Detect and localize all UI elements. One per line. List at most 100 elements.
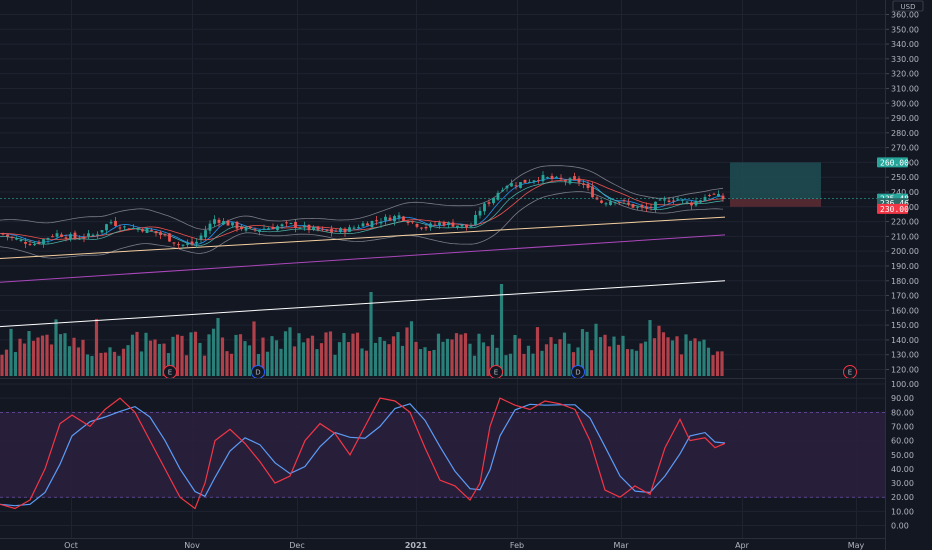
candle-body: [510, 183, 513, 187]
candle-body: [87, 233, 90, 237]
price-axis-label: 250.00: [891, 173, 919, 182]
volume-bar: [463, 333, 468, 376]
volume-bar: [324, 332, 328, 376]
candle-body: [505, 185, 509, 189]
price-axis-label: 130.00: [891, 351, 919, 360]
event-marker-e[interactable]: E: [489, 365, 503, 379]
volume-bar: [189, 332, 193, 376]
candle-body: [717, 194, 720, 196]
position-loss-zone[interactable]: [730, 198, 821, 207]
volume-bar: [117, 355, 121, 376]
candle-body: [258, 230, 261, 232]
event-marker-e[interactable]: E: [843, 365, 857, 379]
volume-bar: [207, 334, 211, 376]
candle-body: [487, 202, 491, 204]
volume-bar: [576, 347, 580, 376]
volume-bar: [4, 349, 9, 376]
volume-bar: [495, 347, 499, 376]
volume-bar: [193, 331, 198, 376]
candle-body: [339, 228, 342, 233]
volume-bar: [382, 340, 387, 376]
ma-trend: [0, 280, 726, 328]
time-axis-label: Apr: [735, 541, 750, 550]
candle-body: [78, 238, 81, 240]
price-axis-label: 240.00: [891, 188, 919, 197]
candle-body: [478, 210, 482, 216]
volume-bar: [157, 343, 162, 376]
volume-bar: [607, 346, 612, 376]
volume-bar: [220, 337, 225, 376]
candle-body: [384, 216, 387, 221]
svg-text:260.00: 260.00: [880, 158, 909, 167]
event-marker-e[interactable]: E: [163, 365, 177, 379]
volume-bar: [621, 335, 625, 376]
candle-body: [186, 243, 189, 245]
candle-body: [604, 203, 608, 205]
volume-bar: [18, 338, 22, 376]
price-axis-label: 120.00: [891, 366, 919, 375]
candle-body: [532, 180, 536, 183]
candle-body: [456, 225, 459, 228]
volume-bar: [531, 353, 535, 376]
volume-bar: [225, 351, 229, 376]
candle-body: [483, 203, 486, 212]
event-marker-d[interactable]: D: [571, 365, 585, 379]
candle-body: [1, 233, 5, 235]
volume-bar: [688, 340, 693, 376]
candle-body: [172, 242, 176, 244]
volume-bar: [81, 339, 85, 376]
oscillator-axis-label: 40.00: [891, 465, 914, 474]
volume-bar: [720, 351, 724, 376]
volume-bar: [279, 348, 283, 376]
long-position-tool[interactable]: [0, 162, 885, 207]
volume-bar: [373, 342, 378, 376]
volume-bar: [400, 345, 405, 376]
volume-bar: [144, 332, 148, 376]
candle-body: [609, 201, 612, 206]
volume-bar: [337, 342, 342, 376]
candle-body: [132, 227, 135, 229]
candle-body: [438, 222, 441, 226]
position-profit-zone[interactable]: [730, 162, 821, 199]
candle-body: [613, 201, 617, 203]
volume-bar: [274, 340, 279, 376]
volume-bar: [211, 328, 216, 376]
candle-body: [559, 177, 563, 180]
volume-bar: [436, 333, 441, 376]
volume-bar: [306, 338, 310, 376]
volume-bar: [315, 349, 319, 376]
volume-bar: [472, 355, 477, 376]
candle-body: [676, 199, 680, 201]
volume-bar: [0, 354, 4, 376]
volume-bar: [490, 334, 495, 376]
oscillator-axis[interactable]: 100.00 90.00 80.00 70.00 60.00 50.00 40.00 30.0…: [891, 380, 919, 531]
volume-bar: [342, 333, 346, 376]
volume-bar: [445, 338, 450, 376]
candle-body: [631, 204, 635, 208]
candle-body: [406, 221, 410, 224]
volume-bar: [364, 350, 369, 376]
price-axis-label: 330.00: [891, 55, 919, 64]
oscillator-axis-label: 90.00: [891, 394, 914, 403]
candle-body: [618, 201, 621, 203]
event-marker-d[interactable]: D: [251, 365, 265, 379]
candle-body: [69, 234, 72, 240]
volume-bar: [31, 340, 36, 376]
candle-body: [640, 205, 644, 208]
volume-bar: [184, 355, 189, 376]
time-axis-label: Feb: [510, 541, 524, 550]
candle-body: [150, 229, 153, 231]
price-axis-label: 210.00: [891, 232, 919, 241]
time-axis[interactable]: Oct Nov Dec 2021 Feb Mar Apr May: [64, 541, 864, 550]
price-axis-label: 190.00: [891, 262, 919, 271]
candle-body: [690, 202, 693, 206]
volume-bar: [432, 349, 436, 376]
price-axis[interactable]: 360.00 350.00 340.00 330.00 320.00 310.00 300.…: [886, 11, 919, 375]
volume-bar: [333, 354, 337, 376]
candle-body: [496, 192, 500, 200]
currency-label-box[interactable]: USD: [892, 0, 924, 12]
candle-body: [465, 224, 468, 228]
